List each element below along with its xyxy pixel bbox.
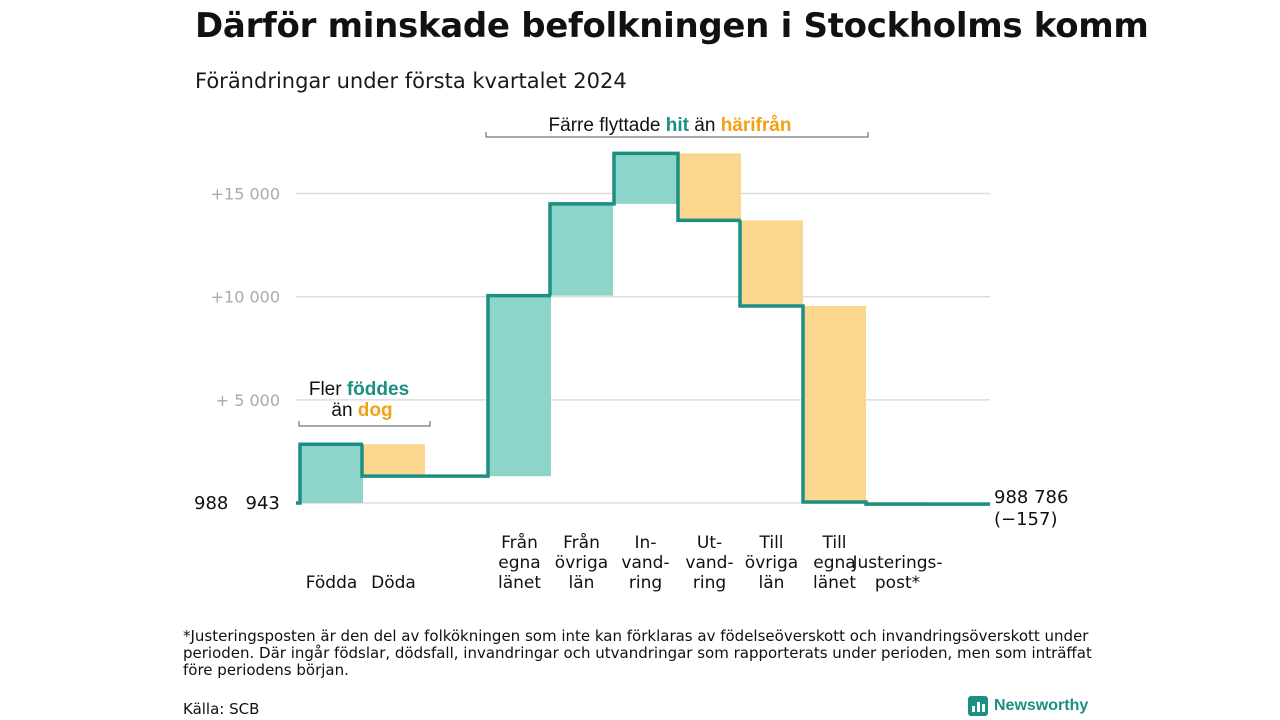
cumulative-line bbox=[296, 151, 990, 506]
category-label: Justerings-post* bbox=[851, 553, 942, 593]
y-tick-label: +15 000 bbox=[211, 185, 280, 204]
births-annotation: Fler föddes än dog bbox=[298, 379, 431, 427]
svg-text:Fler föddes: Fler föddes bbox=[309, 379, 409, 400]
births-highlight: föddes bbox=[347, 379, 409, 400]
start-value-label: 988 943 bbox=[194, 493, 280, 514]
category-label: Till övriga län bbox=[745, 533, 798, 593]
deaths-highlight: dog bbox=[358, 400, 393, 421]
bar-frånegnalänet bbox=[488, 295, 551, 477]
category-label: Döda bbox=[371, 573, 416, 593]
bar-födda bbox=[300, 444, 363, 503]
brand-name: Newsworthy bbox=[994, 697, 1089, 714]
migration-annotation: Färre flyttade hit än härifrån bbox=[485, 115, 869, 138]
end-change-label: (−157) bbox=[994, 509, 1057, 530]
bar-frånövrigalän bbox=[550, 203, 613, 296]
deaths-annotation-text: än bbox=[331, 400, 352, 421]
category-label: Födda bbox=[306, 573, 358, 593]
bar-tillövrigalän bbox=[740, 220, 803, 306]
brand-logo: Newsworthy bbox=[968, 696, 1088, 716]
bar-tillegnalänet bbox=[803, 305, 866, 502]
category-label: Från övriga län bbox=[555, 532, 608, 593]
svg-text:Färre flyttade hit: Färre flyttade hit än härifrån bbox=[549, 115, 792, 136]
migration-bracket bbox=[485, 132, 869, 138]
chart-title: Därför minskade befolkningen i Stockholm… bbox=[195, 6, 1149, 46]
source-label: Källa: SCB bbox=[183, 700, 260, 718]
y-tick-label: +10 000 bbox=[211, 288, 280, 307]
category-label: Från egna länet bbox=[498, 532, 541, 593]
births-annotation-text: Fler bbox=[309, 379, 342, 400]
migration-out-highlight: härifrån bbox=[721, 115, 792, 136]
migration-middle-text: än bbox=[694, 115, 715, 136]
footnote: *Justeringsposten är den del av folkökni… bbox=[183, 627, 1092, 679]
y-tick-label: + 5 000 bbox=[216, 391, 280, 410]
births-bracket bbox=[298, 421, 431, 427]
bar-invandring bbox=[614, 153, 677, 204]
chart-subtitle: Förändringar under första kvartalet 2024 bbox=[195, 69, 627, 93]
bar-utvandring bbox=[678, 153, 741, 221]
brand-icon bbox=[968, 696, 988, 716]
bar-döda bbox=[362, 444, 425, 477]
end-value-label: 988 786 bbox=[994, 487, 1068, 508]
category-label: Ut-vand-ring bbox=[685, 533, 733, 593]
category-label: In-vand-ring bbox=[621, 533, 669, 593]
svg-text:än dog: än dog bbox=[331, 400, 392, 421]
category-label: Till egna länet bbox=[813, 533, 856, 593]
migration-annotation-text: Färre flyttade bbox=[549, 115, 661, 136]
migration-in-highlight: hit bbox=[666, 115, 690, 136]
